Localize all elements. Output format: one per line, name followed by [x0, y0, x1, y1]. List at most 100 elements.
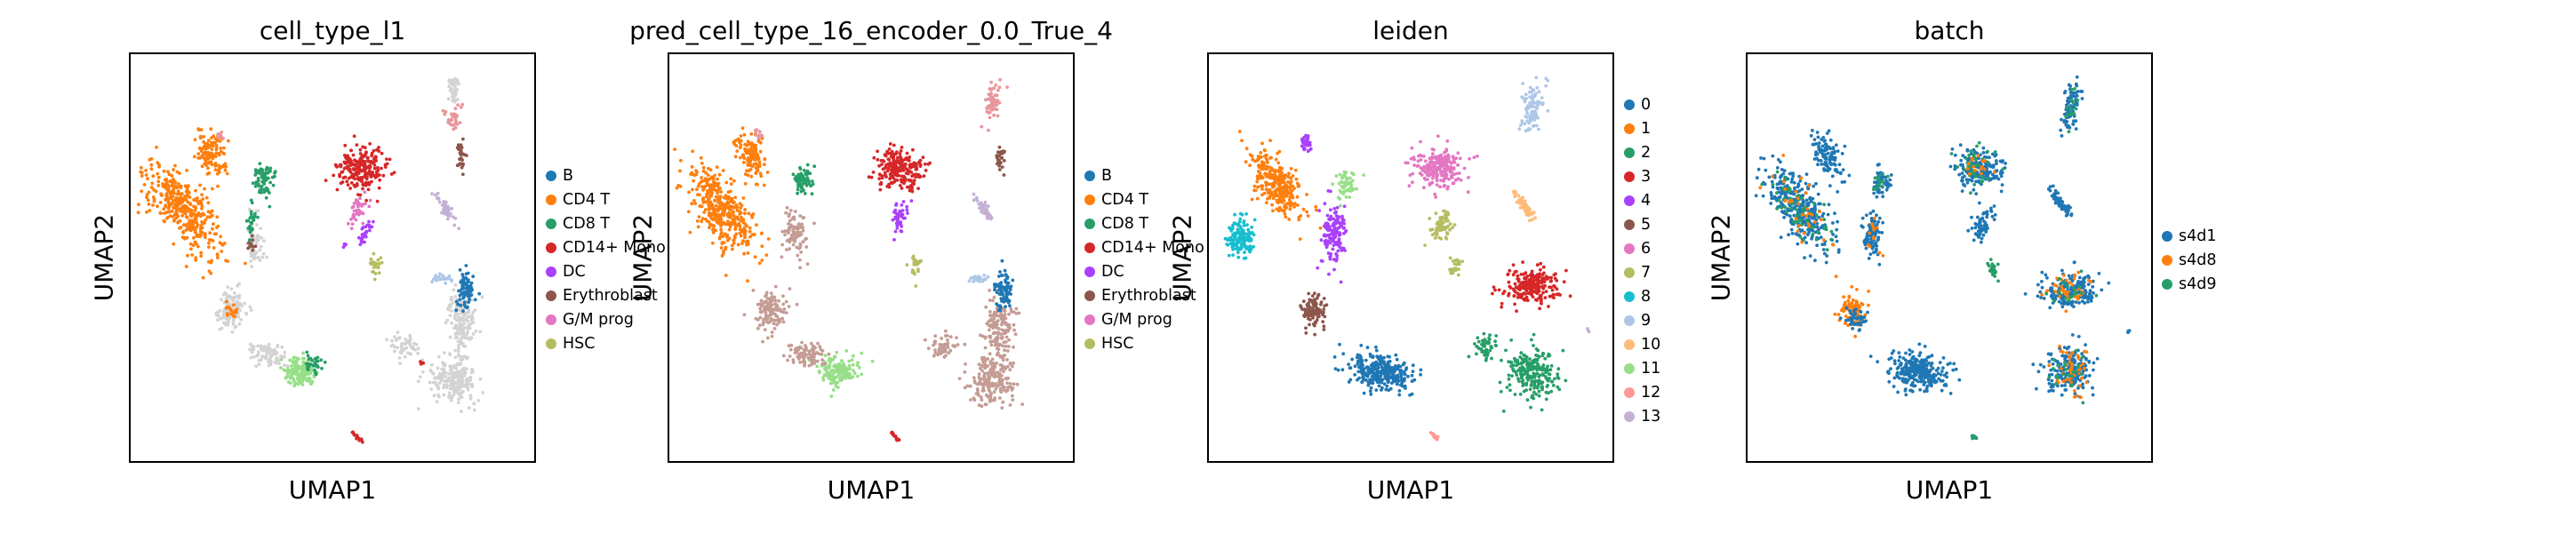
scatter-point	[216, 256, 220, 259]
scatter-point	[194, 259, 198, 262]
scatter-point	[171, 184, 174, 188]
scatter-point	[216, 224, 220, 228]
scatter-point	[181, 231, 186, 235]
scatter-point	[172, 205, 176, 210]
scatter-point	[192, 235, 196, 240]
scatter-point	[260, 235, 264, 240]
scatter-point	[206, 201, 211, 205]
scatter-point	[260, 255, 265, 259]
scatter-point	[172, 187, 176, 190]
scatter-point	[175, 204, 180, 208]
scatter-point	[260, 169, 264, 173]
scatter-point	[194, 197, 198, 202]
scatter-point	[254, 242, 259, 245]
scatter-point	[187, 191, 191, 195]
scatter-point	[199, 128, 204, 132]
scatter-point	[251, 238, 255, 243]
scatter-point	[161, 182, 164, 186]
scatter-point	[142, 183, 147, 187]
scatter-point	[194, 256, 198, 259]
scatter-point	[162, 219, 166, 223]
scatter-point	[215, 171, 220, 176]
scatter-point	[203, 162, 207, 166]
scatter-point	[213, 137, 218, 141]
scatter-point	[261, 251, 266, 256]
scatter-point	[182, 223, 186, 227]
scatter-point	[150, 181, 155, 186]
scatter-point	[222, 163, 227, 167]
scatter-point	[253, 173, 258, 177]
scatter-point	[199, 251, 204, 255]
scatter-point	[252, 215, 256, 219]
scatter-point	[225, 171, 229, 176]
scatter-point	[377, 146, 380, 149]
scatter-point	[223, 168, 228, 172]
scatter-point	[196, 213, 200, 218]
scatter-point	[180, 196, 184, 201]
scatter-point	[184, 265, 188, 268]
scatter-point	[171, 214, 175, 219]
scatter-point	[195, 225, 199, 229]
scatter-point	[156, 179, 161, 184]
scatter-point	[200, 203, 204, 208]
scatter-point	[250, 252, 254, 257]
scatter-point	[183, 196, 188, 201]
scatter-point	[207, 146, 211, 149]
scatter-point	[137, 203, 140, 207]
scatter-point	[207, 160, 212, 164]
scatter-point	[258, 259, 262, 262]
scatter-point	[191, 222, 196, 227]
scatter-point	[268, 204, 272, 209]
scatter-point	[247, 245, 252, 249]
scatter-point	[172, 212, 177, 217]
scatter-point	[210, 147, 214, 151]
scatter-point	[199, 149, 204, 154]
scatter-point	[170, 173, 174, 178]
scatter-point	[196, 244, 200, 249]
scatter-point	[260, 185, 264, 189]
scatter-point	[268, 180, 272, 185]
scatter-point	[178, 171, 181, 176]
scatter-point	[257, 235, 260, 239]
scatter-point	[174, 207, 179, 211]
scatter-point	[202, 135, 206, 139]
scatter-point	[145, 210, 148, 214]
scatter-point	[159, 192, 164, 196]
scatter-point	[192, 219, 196, 223]
scatter-point	[178, 202, 182, 206]
scatter-point	[165, 216, 169, 220]
scatter-point	[256, 215, 260, 219]
scatter-point	[254, 209, 259, 213]
scatter-point	[211, 227, 214, 231]
scatter-point	[146, 198, 150, 203]
scatter-point	[210, 136, 213, 140]
scatter-point	[192, 204, 196, 209]
scatter-point	[264, 186, 268, 190]
scatter-point	[220, 137, 225, 141]
scatter-point	[172, 177, 175, 181]
scatter-point	[176, 220, 180, 225]
scatter-point	[188, 211, 193, 214]
scatter-point	[156, 171, 160, 176]
scatter-point	[164, 193, 169, 197]
scatter-point	[158, 201, 163, 204]
scatter-point	[213, 168, 218, 172]
scatter-point	[196, 152, 201, 156]
scatter-point	[172, 242, 176, 246]
scatter-point	[186, 221, 190, 226]
scatter-point	[372, 166, 377, 171]
scatter-point	[184, 189, 188, 194]
scatter-point	[149, 186, 154, 189]
scatter-point	[168, 179, 172, 184]
scatter-point	[147, 203, 151, 206]
scatter-point	[164, 203, 167, 208]
scatter-point	[262, 239, 266, 243]
scatter-point	[167, 210, 172, 214]
scatter-point	[208, 231, 212, 235]
scatter-point	[258, 248, 262, 252]
scatter-point	[220, 250, 224, 253]
scatter-point	[249, 220, 253, 225]
scatter-point	[156, 204, 159, 209]
scatter-point	[212, 246, 216, 250]
scatter-point	[268, 169, 272, 173]
